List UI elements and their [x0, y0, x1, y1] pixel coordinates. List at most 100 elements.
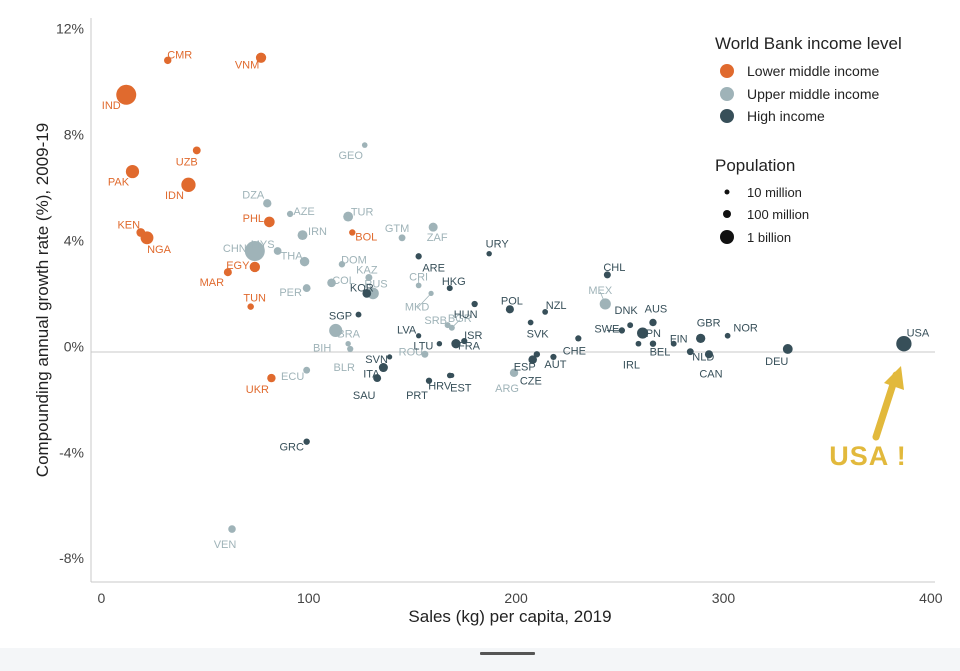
label-grc: GRC — [279, 442, 304, 454]
label-can: CAN — [699, 368, 722, 380]
point-irl — [635, 340, 642, 347]
label-sau: SAU — [353, 390, 376, 402]
label-nld: NLD — [692, 352, 714, 364]
label-dza: DZA — [242, 189, 265, 201]
label-usa: USA — [907, 328, 930, 340]
label-bih: BIH — [313, 343, 331, 355]
label-tun: TUN — [243, 293, 266, 305]
point-sgp — [355, 311, 362, 318]
label-pak: PAK — [108, 177, 130, 189]
point-kor — [362, 289, 372, 298]
label-dnk: DNK — [615, 305, 639, 317]
label-gtm: GTM — [385, 223, 409, 235]
legend: World Bank income level Lower middle inc… — [715, 34, 902, 245]
point-bel — [649, 340, 657, 347]
label-tur: TUR — [351, 207, 374, 219]
label-irl: IRL — [623, 360, 640, 372]
y-tick-label: 0% — [64, 338, 84, 354]
point-ita — [378, 362, 388, 373]
point-aze — [286, 210, 294, 218]
point-lva — [416, 333, 422, 339]
point-per — [302, 284, 311, 292]
point-fra — [451, 339, 461, 349]
x-tick-label: 200 — [504, 590, 528, 606]
point-gbr — [696, 333, 706, 344]
point-zaf — [428, 222, 438, 232]
label-col: COL — [332, 275, 355, 287]
label-che: CHE — [563, 345, 586, 357]
legend-label-high: High income — [747, 108, 825, 124]
point-nga — [140, 231, 154, 245]
point-pol — [505, 305, 514, 314]
label-swe: SWE — [594, 323, 619, 335]
label-ind: IND — [102, 100, 121, 112]
legend-size-10m — [724, 189, 730, 195]
label-pol: POL — [501, 295, 523, 307]
point-svk — [527, 319, 534, 326]
point-bgr — [448, 324, 455, 331]
label-nga: NGA — [147, 244, 172, 256]
label-are: ARE — [422, 262, 445, 274]
point-ven — [228, 525, 236, 533]
label-hkg: HKG — [442, 276, 466, 288]
label-mkd: MKD — [405, 301, 430, 313]
label-kaz: KAZ — [356, 264, 378, 276]
legend-label-10m: 10 million — [747, 185, 802, 200]
point-aus — [649, 318, 657, 327]
legend-swatch-upper-middle — [720, 87, 734, 101]
label-arg: ARG — [495, 383, 519, 395]
label-bgr: BGR — [448, 313, 472, 325]
label-lva: LVA — [397, 325, 417, 337]
legend-swatch-lower-middle — [720, 64, 734, 78]
label-svk: SVK — [527, 329, 550, 341]
income-legend-title: World Bank income level — [715, 34, 902, 53]
label-cze: CZE — [520, 375, 542, 387]
point-gtm — [398, 234, 406, 242]
scroll-indicator[interactable] — [480, 652, 535, 655]
label-esp: ESP — [514, 362, 536, 374]
footer-strip — [0, 648, 960, 671]
label-ury: URY — [486, 239, 510, 251]
label-rou: ROU — [399, 346, 424, 358]
label-rus: RUS — [364, 278, 387, 290]
point-swe — [618, 327, 626, 334]
label-chl: CHL — [603, 262, 625, 274]
point-svn — [386, 354, 393, 360]
point-mex — [599, 298, 611, 310]
point-dza — [263, 199, 272, 208]
label-jpn: JPN — [640, 328, 661, 340]
point-bra — [329, 323, 343, 337]
point-dnk — [627, 322, 634, 329]
legend-size-1b — [720, 230, 734, 244]
point-deu — [782, 344, 793, 354]
label-kor: KOR — [350, 282, 374, 294]
label-hrv: HRV — [428, 380, 452, 392]
y-axis-title: Compounding annual growth rate (%), 2009… — [33, 123, 52, 477]
label-fin: FIN — [670, 334, 688, 346]
point-ury — [486, 250, 492, 257]
label-isr: ISR — [464, 330, 482, 342]
point-kaz — [365, 273, 373, 282]
label-nzl: NZL — [546, 300, 567, 312]
label-bel: BEL — [650, 347, 671, 359]
point-isr — [461, 337, 468, 345]
label-vnm: VNM — [235, 60, 259, 72]
label-deu: DEU — [765, 356, 788, 368]
label-idn: IDN — [165, 190, 184, 202]
label-irn: IRN — [308, 226, 327, 238]
point-tha — [299, 256, 310, 267]
label-mys: MYS — [251, 239, 275, 251]
label-tha: THA — [281, 251, 304, 263]
point-arg — [509, 368, 519, 378]
point-rus — [367, 287, 379, 300]
point-mar — [223, 268, 232, 277]
point-ind — [116, 84, 137, 105]
point-mys — [273, 247, 282, 255]
point-fin — [670, 340, 677, 347]
point-vnm — [255, 52, 267, 63]
point-ltu — [436, 340, 443, 347]
point-are — [415, 253, 422, 260]
point-uzb — [192, 146, 201, 155]
